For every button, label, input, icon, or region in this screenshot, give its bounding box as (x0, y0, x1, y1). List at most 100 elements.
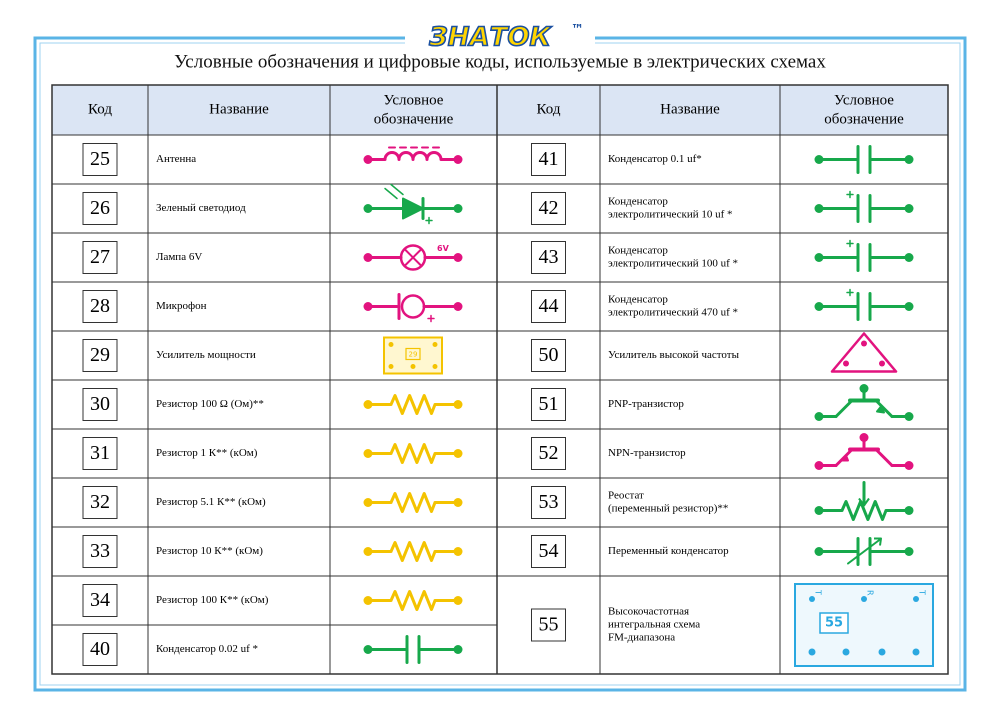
terminal (808, 648, 816, 656)
code-box (82, 143, 118, 176)
code-box (82, 339, 118, 372)
code-box (82, 633, 118, 666)
wire (384, 187, 398, 200)
terminal (879, 360, 885, 367)
fm-pin: T (814, 589, 823, 595)
terminal (861, 340, 867, 347)
name: Конденсатор 0.1 uf* (608, 153, 702, 165)
fm-pin: R (866, 590, 875, 596)
name: Микрофон (156, 300, 207, 312)
header-name: Название (660, 101, 720, 117)
symbol-path (383, 151, 443, 161)
fm-pin: T (918, 589, 927, 595)
code: 51 (539, 393, 559, 415)
code-box (82, 290, 118, 323)
code-box (82, 584, 118, 617)
trademark: ™ (571, 23, 584, 38)
name: Переменный конденсатор (608, 545, 729, 557)
wire (847, 538, 881, 565)
terminal (913, 596, 919, 602)
symbol-path (389, 443, 437, 464)
code-box (531, 143, 566, 176)
header-code: Код (537, 101, 561, 117)
name: Усилитель мощности (156, 349, 256, 361)
terminal (432, 342, 438, 347)
code: 26 (90, 197, 110, 219)
name: Конденсатор 0.02 uf * (156, 643, 258, 655)
fm-chip (819, 612, 849, 634)
code-box (82, 486, 118, 519)
code: 28 (90, 295, 110, 317)
title: Условные обозначения и цифровые коды, ис… (174, 51, 826, 72)
name: Конденсатор (608, 196, 668, 208)
code: 31 (90, 442, 110, 464)
name: Резистор 5.1 К** (кОм) (156, 496, 266, 508)
fm-label: 55 (825, 616, 843, 631)
code: 40 (90, 638, 110, 660)
logo-bg (405, 24, 595, 52)
wire (874, 448, 894, 467)
name: Резистор 100 Ω (Ом)** (156, 398, 264, 410)
name: электролитический 10 uf * (608, 209, 733, 221)
code-box (531, 388, 566, 421)
code: 54 (539, 540, 559, 562)
name: Антенна (156, 153, 196, 165)
header-symbol: Условное (834, 92, 894, 108)
code-box (531, 339, 566, 372)
name: Резистор 10 К** (кОм) (156, 545, 263, 557)
name: интегральная схема (608, 619, 700, 631)
name: Усилитель высокой частоты (608, 349, 740, 361)
code: 50 (539, 344, 559, 366)
symbol-path (841, 454, 849, 462)
table: Код Название Условное обозначение Код Названи… (51, 84, 949, 675)
symbol-path (389, 394, 437, 415)
terminal (432, 364, 438, 369)
logo: ЗНАТОК (428, 23, 552, 53)
wire (404, 248, 422, 267)
code-box (82, 241, 118, 274)
symbol-path (830, 332, 898, 373)
symbol-path (858, 497, 870, 507)
terminal (912, 648, 920, 656)
name: PNP-транзистор (608, 398, 684, 410)
code-box (82, 388, 118, 421)
code: 42 (539, 197, 559, 219)
symbol-path (874, 537, 882, 546)
wire (390, 183, 404, 196)
name: NPN-транзистор (608, 447, 686, 459)
code: 29 (90, 344, 110, 366)
name: FM-диапазона (608, 632, 675, 644)
code-box (82, 192, 118, 225)
code: 30 (90, 393, 110, 415)
code: 55 (539, 614, 559, 636)
code-box (531, 486, 566, 519)
name: Зеленый светодиод (156, 202, 246, 214)
code-box (531, 437, 566, 470)
code: 25 (90, 148, 110, 170)
name: Конденсатор (608, 294, 668, 306)
terminal (842, 648, 850, 656)
terminal (388, 342, 394, 347)
code-box (531, 192, 566, 225)
amp-label: 29 (409, 351, 418, 359)
name: Конденсатор (608, 245, 668, 257)
terminal (410, 364, 416, 369)
name: (переменный резистор)** (608, 503, 728, 515)
header-symbol: Условное (384, 92, 444, 108)
symbol-path (402, 197, 424, 220)
code-box (531, 290, 566, 323)
code-box (531, 241, 566, 274)
name: Резистор 1 К** (кОм) (156, 447, 258, 459)
name: электролитический 100 uf * (608, 258, 738, 270)
header-bg (52, 85, 948, 135)
header-code: Код (88, 101, 112, 117)
code: 33 (90, 540, 110, 562)
name: электролитический 470 uf * (608, 307, 738, 319)
code-box (531, 535, 566, 568)
code: 52 (539, 442, 559, 464)
lamp-label: 6V (437, 244, 450, 253)
symbol-path (389, 541, 437, 562)
lamp (399, 244, 427, 271)
wire (834, 399, 854, 418)
